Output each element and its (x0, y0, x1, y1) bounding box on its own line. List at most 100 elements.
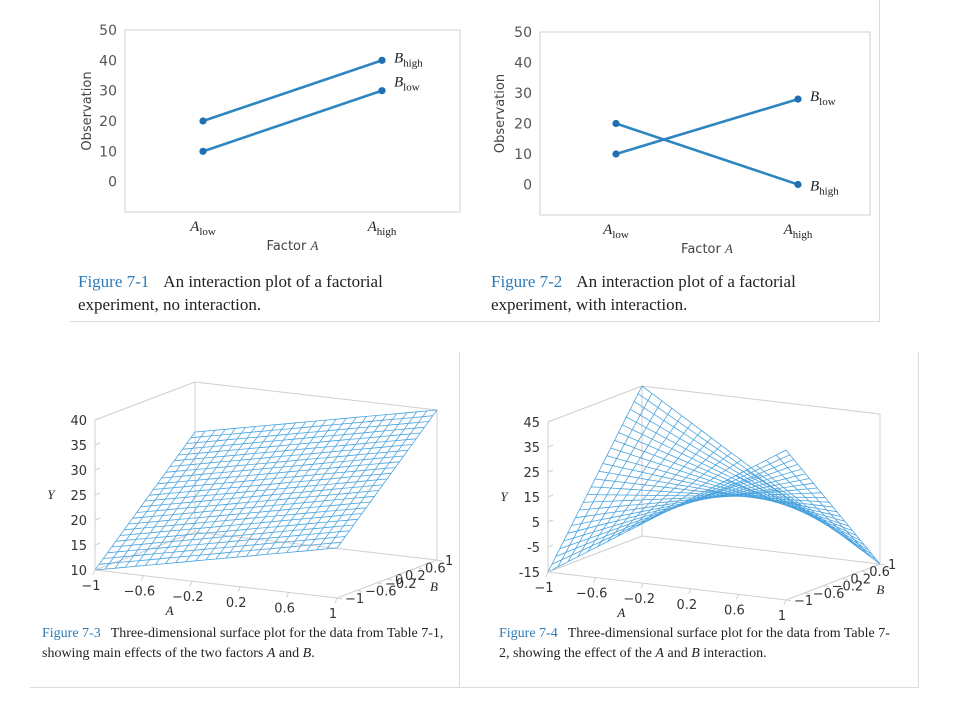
z-tick (547, 444, 554, 448)
y-tick (879, 563, 886, 566)
y-axis-label: B (876, 582, 884, 597)
y-tick-label: 20 (514, 117, 532, 133)
y-tick-label: −1 (345, 592, 364, 607)
z-tick (94, 417, 101, 421)
y-tick-label: 0.2 (850, 572, 871, 587)
x-tick (735, 594, 739, 600)
y-tick (386, 578, 393, 581)
x-tick-label: −0.2 (172, 590, 204, 605)
y-tick-label: 40 (514, 56, 532, 72)
figure-7-4-caption: Figure 7-4 Three-dimensional surface plot… (499, 624, 899, 664)
y-tick (842, 577, 848, 580)
z-tick (94, 542, 101, 546)
caption-text: and (663, 646, 692, 661)
divider (918, 352, 919, 688)
z-tick-label: 25 (523, 466, 540, 481)
y-tick (436, 559, 443, 562)
data-point (378, 56, 386, 64)
z-tick-label: -15 (519, 566, 540, 581)
y-tick-label: 20 (99, 114, 117, 130)
series-label: Bhigh (810, 179, 839, 198)
y-tick-label: 1 (445, 554, 453, 569)
caption-text: Three-dimensional surface plot for the d… (499, 626, 890, 661)
x-tick (783, 599, 787, 606)
z-tick-label: 35 (70, 439, 87, 454)
z-tick (547, 519, 554, 523)
box-edge (547, 571, 787, 601)
series-line (615, 122, 799, 186)
y-tick (804, 592, 810, 595)
y-tick-label: 0 (523, 178, 532, 194)
z-tick-label: 15 (70, 539, 87, 554)
z-tick (94, 492, 101, 496)
x-tick-label: 0.6 (274, 601, 295, 616)
caption-text: Three-dimensional surface plot for the d… (42, 626, 444, 661)
caption-text: interaction. (699, 646, 767, 661)
y-tick (376, 582, 383, 585)
data-point (378, 87, 386, 95)
data-point (794, 95, 802, 103)
figure-7-3-caption: Figure 7-3 Three-dimensional surface plot… (42, 624, 452, 664)
y-axis-label: B (430, 579, 438, 594)
x-axis-label: Factor A (681, 241, 733, 257)
x-tick-label: 0.2 (226, 596, 247, 611)
figure-7-4-chart: -15 -5 5 15 25 35 45 Y −1 −0.6 −0.2 0.2 0.6 1 A −1 −0.6−… (480, 330, 960, 624)
y-tick-label: −0.6 (813, 587, 845, 602)
y-tick-label: 0.6 (425, 562, 446, 577)
y-tick (823, 585, 829, 588)
caption-var: A (655, 646, 664, 661)
z-tick-label: 30 (70, 464, 87, 479)
z-tick (547, 569, 554, 573)
y-tick-label: 10 (99, 144, 117, 160)
x-tick-label: Ahigh (367, 219, 397, 238)
box-edge (641, 385, 881, 415)
figure-7-1-chart: 0 10 20 30 40 50 Observation Alow Ahigh Factor A B… (0, 0, 480, 265)
y-tick-label: −1 (794, 594, 813, 609)
data-point (199, 147, 207, 155)
box-edge (547, 385, 643, 423)
interaction-plot-svg: 0 10 20 30 40 50 Observation Alow Ahigh Factor A B… (80, 23, 461, 254)
x-tick (140, 575, 144, 581)
z-tick-label: 15 (523, 491, 540, 506)
y-tick (396, 574, 403, 577)
z-tick (94, 517, 101, 521)
y-tick-label: 30 (514, 86, 532, 102)
x-tick (640, 583, 644, 589)
x-tick-label: 1 (329, 607, 337, 622)
z-tick-label: 5 (532, 516, 540, 531)
surface-mesh (94, 409, 438, 571)
figure-label: Figure 7-1 (78, 272, 150, 291)
figure-7-2-chart: 0 10 20 30 40 50 Observation Alow Ahigh Factor A B… (480, 0, 960, 265)
caption-var: B (691, 646, 700, 661)
data-point (794, 180, 802, 189)
x-tick-label: −0.2 (623, 592, 655, 607)
y-tick-label: −0.6 (365, 584, 397, 599)
z-axis-label: Y (500, 489, 509, 504)
x-axis-label: A (616, 605, 625, 620)
box-edge (194, 381, 438, 411)
x-axis-label: A (165, 603, 174, 618)
y-tick-label: 0 (108, 175, 117, 191)
z-tick-label: 25 (70, 489, 87, 504)
z-tick (547, 544, 554, 548)
x-tick (286, 592, 290, 598)
z-tick-label: -5 (527, 541, 540, 556)
figure-7-2-caption: Figure 7-2 An interaction plot of a facto… (491, 270, 871, 316)
data-point (612, 150, 620, 158)
y-tick-label: 0.6 (869, 565, 890, 580)
caption-text: An interaction plot of a factorial exper… (78, 272, 383, 314)
interaction-plot-svg: 0 10 20 30 40 50 Observation Alow Ahigh Factor A B… (493, 25, 871, 257)
box-edge (547, 535, 643, 573)
figure-7-1-caption: Figure 7-1 An interaction plot of a facto… (78, 270, 458, 316)
figure-label: Figure 7-2 (491, 272, 563, 291)
box-edge (785, 563, 881, 601)
z-tick-label: 45 (523, 416, 540, 431)
divider (70, 321, 880, 322)
x-tick-label: 1 (778, 609, 786, 624)
box-edge (94, 531, 196, 571)
x-tick-label: −1 (81, 579, 100, 594)
z-tick (94, 442, 101, 446)
box-edge (641, 535, 881, 565)
